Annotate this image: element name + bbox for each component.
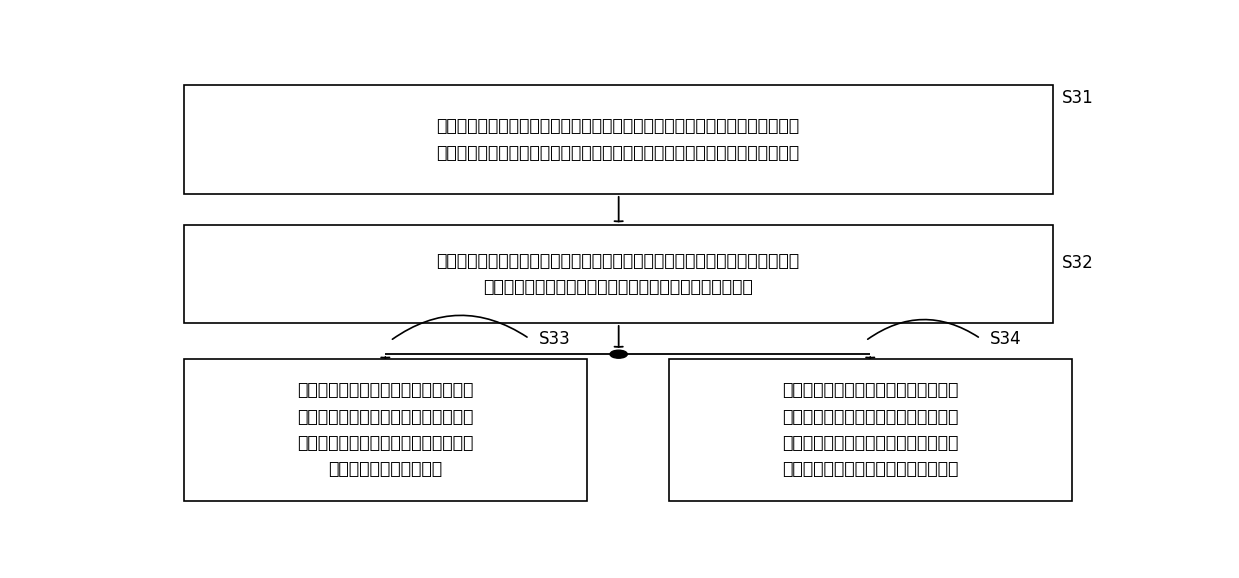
FancyBboxPatch shape: [183, 358, 587, 501]
Text: 若所述目标监控视频包含的连续第一预设数目帧视频图像中包含预设形状的框体
，则计算所述预设形状的框体与所述目标区域的第二重叠度: 若所述目标监控视频包含的连续第一预设数目帧视频图像中包含预设形状的框体 ，则计算…: [436, 252, 799, 297]
Text: S34: S34: [990, 329, 1022, 347]
Text: 对所述目标监控视频包含的连续第一预设数目帧视频图像进行目标检测，检测所
述目标监控视频包含的连续第一预设数目帧视频图像中是否包含预设形状的框体: 对所述目标监控视频包含的连续第一预设数目帧视频图像进行目标检测，检测所 述目标监…: [436, 117, 799, 162]
Circle shape: [610, 350, 627, 358]
Text: S33: S33: [539, 329, 571, 347]
Text: 若所述第二重叠度大于或等于第二预设
重叠度阈值，则将所述目标监控视频包
含的连续第一预设数目帧视频图像中的
所述预设形状的框体确定为可停车区域: 若所述第二重叠度大于或等于第二预设 重叠度阈值，则将所述目标监控视频包 含的连续…: [782, 381, 959, 479]
Text: S32: S32: [1062, 254, 1094, 272]
FancyBboxPatch shape: [183, 85, 1053, 194]
Text: S31: S31: [1062, 89, 1094, 108]
FancyBboxPatch shape: [183, 225, 1053, 323]
FancyBboxPatch shape: [669, 358, 1072, 501]
Text: 若所述第二重叠度小于第二预设重叠度
阈值，则将所述目标监控视频包含的连
续第一预设数目帧视频图像中的所述目
标区域确定为可停车区域: 若所述第二重叠度小于第二预设重叠度 阈值，则将所述目标监控视频包含的连 续第一预…: [297, 381, 473, 479]
